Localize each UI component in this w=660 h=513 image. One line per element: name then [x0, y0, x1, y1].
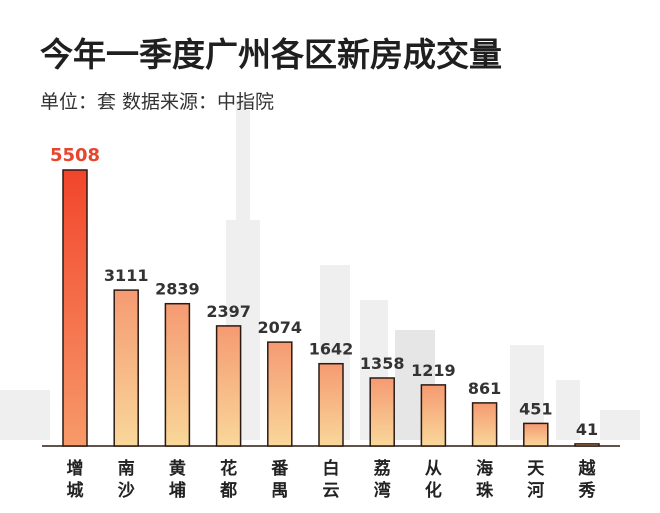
value-label-花都: 2397 [206, 302, 251, 321]
category-label-天河-2: 河 [527, 481, 544, 501]
category-label-白云-2: 云 [323, 481, 340, 501]
value-label-番禺: 2074 [258, 318, 303, 337]
value-label-海珠: 861 [468, 379, 501, 398]
bar-南沙 [113, 289, 139, 447]
chart-title: 今年一季度广州各区新房成交量 [40, 35, 502, 74]
bar-荔湾 [369, 377, 395, 447]
value-label-越秀: 41 [576, 420, 598, 439]
bars-group [62, 169, 600, 447]
value-label-从化: 1219 [411, 361, 456, 380]
category-labels-group: 增城 南沙 黄埔 花都 番禺 白云 荔湾 从化 海珠 天河 越秀 [67, 458, 597, 501]
value-label-天河: 451 [519, 399, 552, 418]
category-label-黄埔-2: 埔 [169, 480, 186, 501]
category-label-海珠-2: 珠 [476, 481, 494, 501]
bar-花都 [215, 325, 242, 447]
category-label-天河-1: 天 [527, 459, 545, 479]
category-label-黄埔-1: 黄 [169, 458, 186, 479]
category-label-花都-2: 都 [219, 480, 237, 501]
category-label-番禺-1: 番 [270, 459, 289, 479]
value-label-增城: 5508 [50, 145, 100, 166]
bar-从化 [420, 384, 447, 447]
bar-海珠 [471, 402, 498, 447]
category-label-从化-1: 从 [425, 459, 442, 479]
bar-天河 [523, 422, 549, 447]
bar-增城 [62, 169, 88, 447]
bar-黄埔 [164, 302, 191, 447]
category-label-海珠-1: 海 [476, 458, 493, 479]
category-label-从化-2: 化 [425, 480, 442, 501]
value-label-白云: 1642 [309, 340, 354, 359]
category-label-增城-2: 城 [67, 481, 84, 501]
category-label-南沙-2: 沙 [118, 481, 135, 501]
value-label-南沙: 3111 [104, 266, 149, 285]
category-label-荔湾-2: 湾 [374, 480, 391, 501]
category-label-番禺-2: 禺 [271, 481, 288, 501]
bar-番禺 [267, 341, 293, 447]
category-label-荔湾-1: 荔 [373, 458, 391, 479]
bar-越秀 [574, 443, 600, 447]
category-label-南沙-1: 南 [118, 458, 135, 479]
category-label-白云-1: 白 [323, 458, 340, 479]
value-label-荔湾: 1358 [360, 354, 405, 373]
bar-白云 [318, 362, 344, 447]
category-label-增城-1: 增 [67, 458, 84, 479]
chart-subtitle: 单位：套 数据来源：中指院 [40, 91, 274, 113]
category-label-花都-1: 花 [220, 458, 237, 479]
category-label-越秀-2: 秀 [578, 481, 596, 501]
category-label-越秀-1: 越 [578, 458, 597, 479]
value-label-黄埔: 2839 [155, 280, 200, 299]
value-labels-group: 5508 3111 2839 2397 2074 1642 1358 1219 861 451 41 [50, 145, 598, 439]
